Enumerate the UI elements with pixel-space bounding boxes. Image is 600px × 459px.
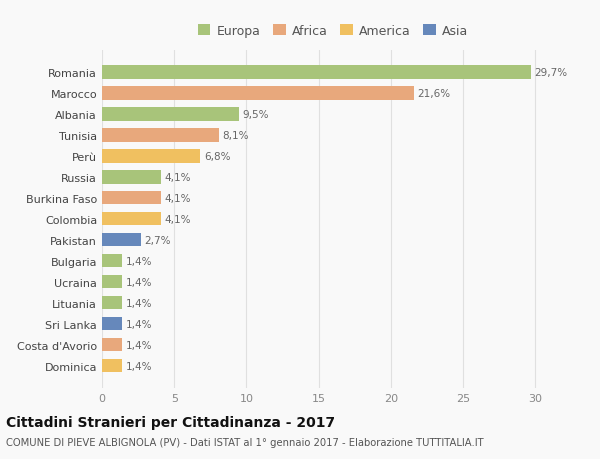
Text: 9,5%: 9,5% — [243, 110, 269, 119]
Text: 4,1%: 4,1% — [165, 214, 191, 224]
Bar — [102, 66, 531, 79]
Text: 1,4%: 1,4% — [126, 256, 152, 266]
Bar — [102, 87, 414, 101]
Text: 8,1%: 8,1% — [223, 130, 249, 140]
Bar — [102, 254, 122, 268]
Bar — [102, 191, 161, 205]
Bar — [102, 359, 122, 373]
Text: 4,1%: 4,1% — [165, 172, 191, 182]
Text: 6,8%: 6,8% — [204, 151, 230, 162]
Bar — [102, 150, 200, 163]
Text: 1,4%: 1,4% — [126, 319, 152, 329]
Bar — [102, 108, 239, 121]
Bar — [102, 275, 122, 289]
Text: 1,4%: 1,4% — [126, 340, 152, 350]
Text: 4,1%: 4,1% — [165, 193, 191, 203]
Bar — [102, 338, 122, 352]
Text: 21,6%: 21,6% — [418, 89, 451, 99]
Bar — [102, 233, 141, 247]
Bar — [102, 317, 122, 330]
Bar — [102, 213, 161, 226]
Text: 29,7%: 29,7% — [535, 67, 568, 78]
Text: 2,7%: 2,7% — [145, 235, 171, 245]
Text: Cittadini Stranieri per Cittadinanza - 2017: Cittadini Stranieri per Cittadinanza - 2… — [6, 415, 335, 429]
Text: 1,4%: 1,4% — [126, 298, 152, 308]
Bar — [102, 296, 122, 310]
Bar — [102, 129, 219, 142]
Text: COMUNE DI PIEVE ALBIGNOLA (PV) - Dati ISTAT al 1° gennaio 2017 - Elaborazione TU: COMUNE DI PIEVE ALBIGNOLA (PV) - Dati IS… — [6, 437, 484, 447]
Bar — [102, 170, 161, 184]
Text: 1,4%: 1,4% — [126, 361, 152, 371]
Text: 1,4%: 1,4% — [126, 277, 152, 287]
Legend: Europa, Africa, America, Asia: Europa, Africa, America, Asia — [193, 20, 473, 43]
